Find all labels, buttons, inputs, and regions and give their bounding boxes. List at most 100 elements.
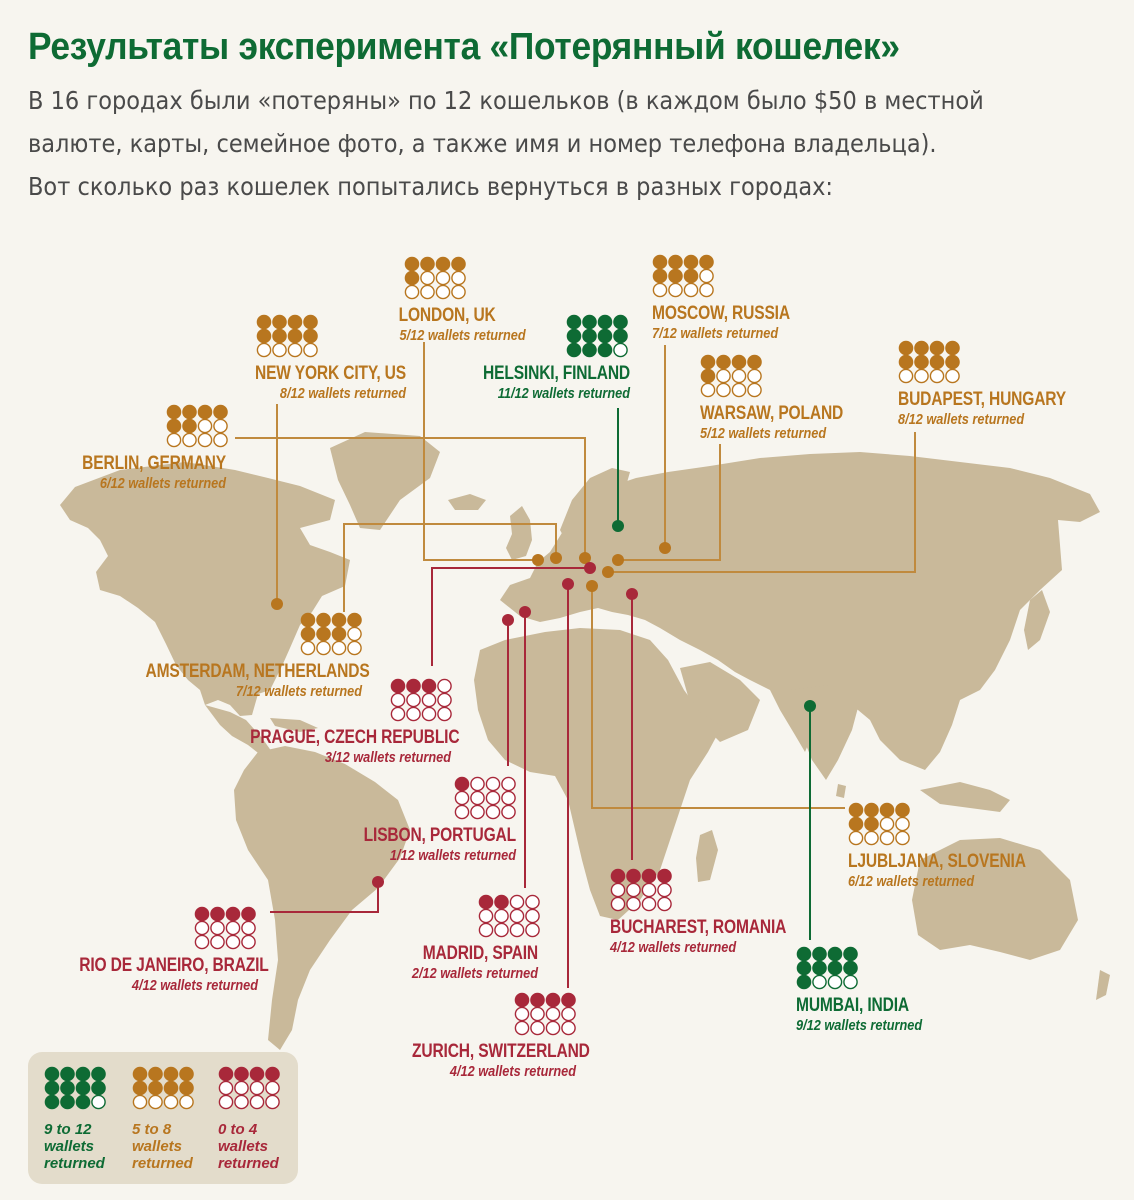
new-zealand bbox=[1096, 970, 1110, 1000]
marker-zurich bbox=[562, 578, 574, 590]
wallet-not-returned-madrid-7 bbox=[509, 908, 525, 924]
wallet-not-returned-budapest-10 bbox=[914, 368, 929, 384]
wallet-not-returned-rio-10 bbox=[210, 934, 225, 950]
marker-newyork bbox=[271, 598, 283, 610]
wallet-not-returned-newyork-11 bbox=[287, 342, 303, 358]
city-name-zurich: ZURICH, SWITZERLAND bbox=[412, 1041, 590, 1062]
callout-zurich: ZURICH, SWITZERLAND 4/12 wallets returne… bbox=[376, 992, 590, 1081]
city-returned-moscow: 7/12 wallets returned bbox=[652, 325, 779, 342]
legend-orange-line-3: returned bbox=[132, 1155, 193, 1172]
wallet-returned-amsterdam-2 bbox=[316, 612, 331, 628]
wallet-returned-london-1 bbox=[404, 256, 420, 272]
wallet-not-returned-legend-red-9 bbox=[218, 1094, 234, 1110]
wallet-not-returned-legend-green-12 bbox=[91, 1094, 106, 1110]
legend-grid-green bbox=[44, 1066, 106, 1110]
green-connectors bbox=[617, 408, 811, 940]
wallet-returned-newyork-2 bbox=[272, 314, 287, 330]
callout-warsaw: WARSAW, POLAND 5/12 wallets returned bbox=[700, 354, 875, 443]
wallet-returned-rio-1 bbox=[194, 906, 210, 922]
wallet-not-returned-berlin-9 bbox=[166, 432, 182, 448]
city-name-mumbai: MUMBAI, INDIA bbox=[796, 995, 909, 1016]
wallet-returned-amsterdam-1 bbox=[300, 612, 316, 628]
wallet-returned-legend-green-11 bbox=[75, 1094, 91, 1110]
city-name-ljubljana: LJUBLJANA, SLOVENIA bbox=[848, 851, 1026, 872]
city-returned-mumbai: 9/12 wallets returned bbox=[796, 1017, 923, 1034]
marker-warsaw bbox=[612, 554, 624, 566]
wallet-grid-zurich bbox=[514, 992, 576, 1036]
city-returned-newyork: 8/12 wallets returned bbox=[279, 385, 406, 402]
city-returned-zurich: 4/12 wallets returned bbox=[449, 1063, 576, 1080]
wallet-returned-budapest-5 bbox=[898, 354, 914, 370]
marker-lisbon bbox=[502, 614, 514, 626]
wallet-not-returned-moscow-11 bbox=[683, 282, 699, 298]
wallet-not-returned-london-6 bbox=[420, 270, 435, 286]
wallet-returned-amsterdam-6 bbox=[316, 626, 331, 642]
connector-prague bbox=[431, 567, 590, 666]
wallet-returned-ljubljana-1 bbox=[848, 802, 864, 818]
wallet-returned-prague-3 bbox=[421, 678, 437, 694]
wallet-returned-prague-1 bbox=[390, 678, 406, 694]
central-america bbox=[205, 705, 272, 756]
wallet-returned-budapest-2 bbox=[914, 340, 929, 356]
city-returned-helsinki: 11/12 wallets returned bbox=[497, 385, 630, 402]
wallet-not-returned-bucharest-12 bbox=[657, 896, 672, 912]
wallet-not-returned-rio-8 bbox=[241, 920, 256, 936]
wallet-grid-warsaw bbox=[700, 354, 762, 398]
wallet-not-returned-zurich-12 bbox=[561, 1020, 576, 1036]
wallet-returned-amsterdam-3 bbox=[331, 612, 347, 628]
wallet-not-returned-zurich-10 bbox=[530, 1020, 545, 1036]
wallet-not-returned-berlin-10 bbox=[182, 432, 197, 448]
sri-lanka bbox=[836, 784, 846, 798]
wallet-not-returned-bucharest-6 bbox=[626, 882, 641, 898]
wallet-not-returned-zurich-6 bbox=[530, 1006, 545, 1022]
city-name-bucharest: BUCHAREST, ROMANIA bbox=[610, 917, 787, 938]
wallet-returned-moscow-3 bbox=[683, 254, 699, 270]
wallet-not-returned-madrid-12 bbox=[525, 922, 540, 938]
wallet-not-returned-newyork-10 bbox=[272, 342, 287, 358]
wallet-returned-rio-2 bbox=[210, 906, 225, 922]
marker-berlin bbox=[579, 552, 591, 564]
wallet-returned-bucharest-4 bbox=[657, 868, 672, 884]
legend-red-line-3: returned bbox=[218, 1155, 279, 1172]
wallet-not-returned-legend-red-5 bbox=[218, 1080, 234, 1096]
wallet-not-returned-legend-red-6 bbox=[234, 1080, 249, 1096]
city-returned-london: 5/12 wallets returned bbox=[399, 327, 526, 344]
wallet-not-returned-rio-12 bbox=[241, 934, 256, 950]
wallet-returned-berlin-6 bbox=[182, 418, 197, 434]
wallet-not-returned-amsterdam-11 bbox=[331, 640, 347, 656]
wallet-returned-helsinki-5 bbox=[566, 328, 582, 344]
wallet-not-returned-lisbon-7 bbox=[485, 790, 501, 806]
wallet-not-returned-rio-7 bbox=[225, 920, 241, 936]
callout-london: LONDON, UK 5/12 wallets returned bbox=[374, 256, 574, 345]
wallet-not-returned-legend-red-8 bbox=[265, 1080, 280, 1096]
wallet-not-returned-madrid-8 bbox=[525, 908, 540, 924]
wallet-not-returned-ljubljana-12 bbox=[895, 830, 910, 846]
iceland bbox=[448, 494, 486, 510]
wallet-not-returned-bucharest-9 bbox=[610, 896, 626, 912]
wallet-not-returned-lisbon-8 bbox=[501, 790, 516, 806]
wallet-returned-helsinki-1 bbox=[566, 314, 582, 330]
wallet-returned-legend-green-7 bbox=[75, 1080, 91, 1096]
wallet-grid-mumbai bbox=[796, 946, 858, 990]
wallet-not-returned-legend-red-10 bbox=[234, 1094, 249, 1110]
marker-london bbox=[532, 554, 544, 566]
wallet-not-returned-budapest-9 bbox=[898, 368, 914, 384]
wallet-grid-budapest bbox=[898, 340, 960, 384]
wallet-not-returned-lisbon-10 bbox=[470, 804, 485, 820]
wallet-returned-legend-green-5 bbox=[44, 1080, 60, 1096]
wallet-not-returned-moscow-8 bbox=[699, 268, 714, 284]
wallet-not-returned-london-10 bbox=[420, 284, 435, 300]
wallet-not-returned-zurich-5 bbox=[514, 1006, 530, 1022]
wallet-not-returned-lisbon-2 bbox=[470, 776, 485, 792]
wallet-returned-moscow-5 bbox=[652, 268, 668, 284]
city-returned-lisbon: 1/12 wallets returned bbox=[389, 847, 516, 864]
red-connectors bbox=[270, 567, 633, 988]
legend-orange-line-2: wallets bbox=[132, 1138, 183, 1155]
connector-ljubljana bbox=[591, 586, 845, 809]
wallet-returned-amsterdam-4 bbox=[347, 612, 362, 628]
wallet-returned-newyork-3 bbox=[287, 314, 303, 330]
wallet-not-returned-lisbon-11 bbox=[485, 804, 501, 820]
wallet-not-returned-berlin-12 bbox=[213, 432, 228, 448]
city-name-lisbon: LISBON, PORTUGAL bbox=[363, 825, 516, 846]
wallet-returned-legend-orange-8 bbox=[179, 1080, 194, 1096]
